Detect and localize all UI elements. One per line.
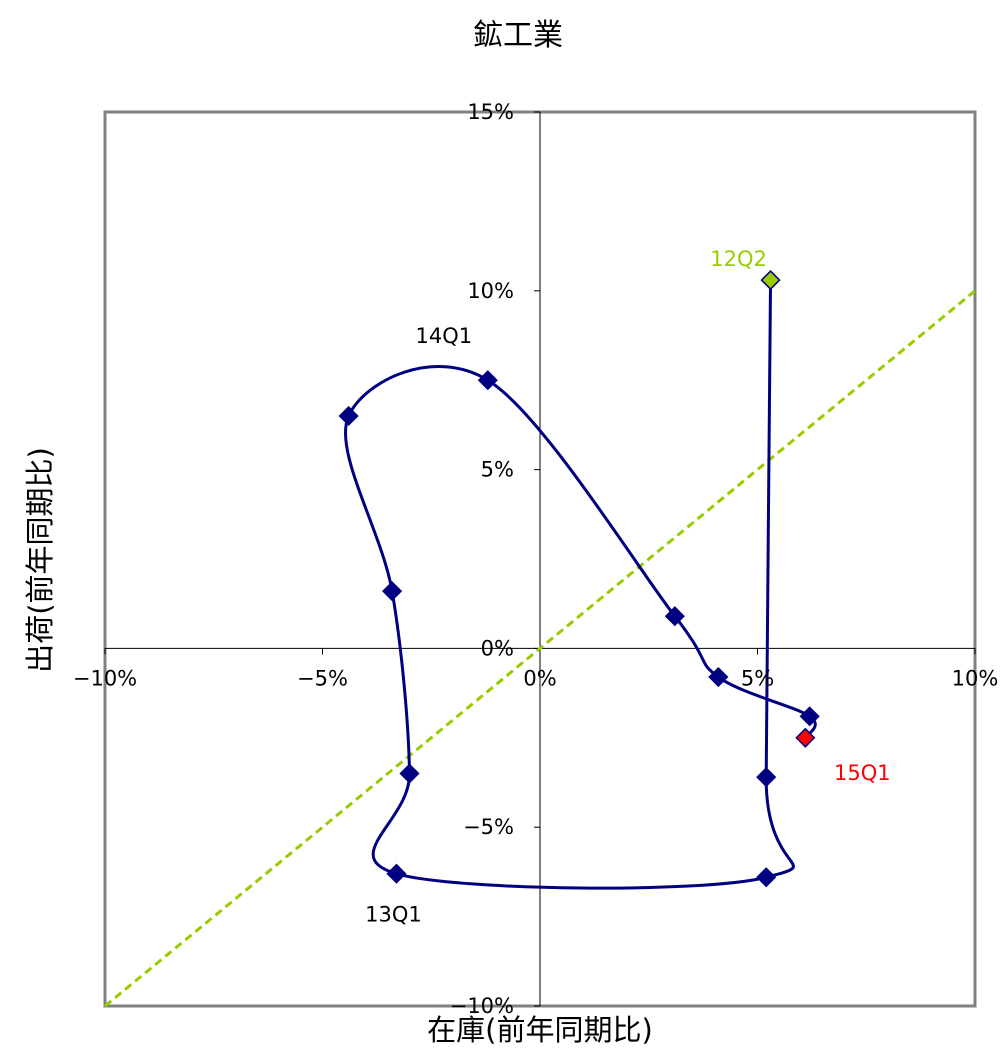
y-tick-label: −10% <box>450 994 514 1018</box>
chart-title: 鉱工業 <box>473 18 563 53</box>
y-axis-label: 出荷(前年同期比) <box>23 447 57 673</box>
data-point-marker <box>756 767 777 788</box>
tick-labels: −10% −5% 0% 5% 10% 15% 10% 5% 0% −5% −10% <box>73 100 998 1018</box>
reference-line-layer <box>104 289 976 1008</box>
data-point-marker <box>795 727 816 748</box>
data-point-marker <box>756 867 777 888</box>
data-point-marker <box>386 863 407 884</box>
data-point-marker <box>382 581 403 602</box>
y-tick-label: 0% <box>481 636 514 660</box>
x-tick-label: −10% <box>73 666 137 690</box>
data-point-marker <box>708 666 729 688</box>
series-layer <box>338 270 820 890</box>
point-annotation: 12Q2 <box>710 247 767 271</box>
data-point-marker <box>664 606 685 627</box>
y-tick-label: −5% <box>463 815 514 839</box>
y-tick-label: 5% <box>481 458 514 482</box>
data-point-marker <box>799 706 820 727</box>
data-point-marker <box>477 370 498 391</box>
x-axis-label: 在庫(前年同期比) <box>427 1013 653 1047</box>
reference-line <box>104 289 976 1008</box>
point-annotation: 14Q1 <box>415 324 472 348</box>
y-tick-label: 15% <box>467 100 514 124</box>
annotations: 12Q2 13Q1 14Q1 15Q1 <box>365 247 891 927</box>
data-point-marker <box>760 270 781 291</box>
x-tick-label: 0% <box>523 666 556 690</box>
data-point-marker <box>399 763 420 784</box>
x-tick-label: 5% <box>741 666 774 690</box>
series-line <box>343 280 817 890</box>
point-annotation: 13Q1 <box>365 903 422 927</box>
axes <box>104 111 976 1007</box>
x-tick-label: −5% <box>297 666 348 690</box>
point-annotation: 15Q1 <box>834 761 891 785</box>
x-tick-label: 10% <box>952 666 999 690</box>
data-point-marker <box>338 405 359 427</box>
y-tick-label: 10% <box>467 279 514 303</box>
